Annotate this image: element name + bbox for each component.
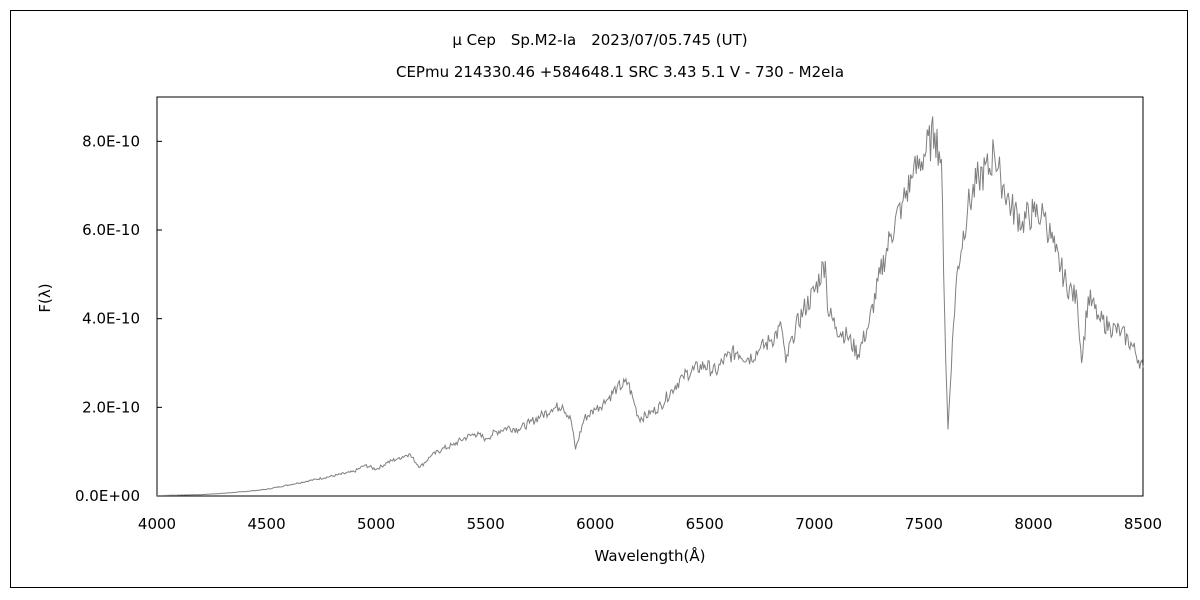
x-tick-label: 5500 [467, 515, 505, 533]
plot-area [156, 96, 1144, 497]
y-tick-label: 6.0E-10 [82, 221, 140, 239]
x-tick-label: 8500 [1124, 515, 1162, 533]
x-tick-label: 7000 [795, 515, 833, 533]
y-axis-label: F(λ) [36, 283, 54, 312]
x-tick-label: 4000 [138, 515, 176, 533]
x-tick-label: 6000 [576, 515, 614, 533]
x-tick-label: 7500 [905, 515, 943, 533]
chart-subtitle: CEPmu 214330.46 +584648.1 SRC 3.43 5.1 V… [396, 63, 844, 81]
x-tick-label: 8000 [1014, 515, 1052, 533]
x-tick-label: 4500 [247, 515, 285, 533]
x-tick-label: 6500 [686, 515, 724, 533]
chart-title: μ Cep Sp.M2-Ia 2023/07/05.745 (UT) [452, 31, 747, 49]
x-axis-label: Wavelength(Å) [595, 546, 706, 565]
y-tick-label: 0.0E+00 [75, 487, 140, 505]
y-tick-label: 2.0E-10 [82, 398, 140, 416]
x-tick-label: 5000 [357, 515, 395, 533]
y-tick-label: 8.0E-10 [82, 132, 140, 150]
y-tick-label: 4.0E-10 [82, 310, 140, 328]
chart-frame [10, 10, 1188, 588]
spectrum-line [156, 116, 1144, 497]
